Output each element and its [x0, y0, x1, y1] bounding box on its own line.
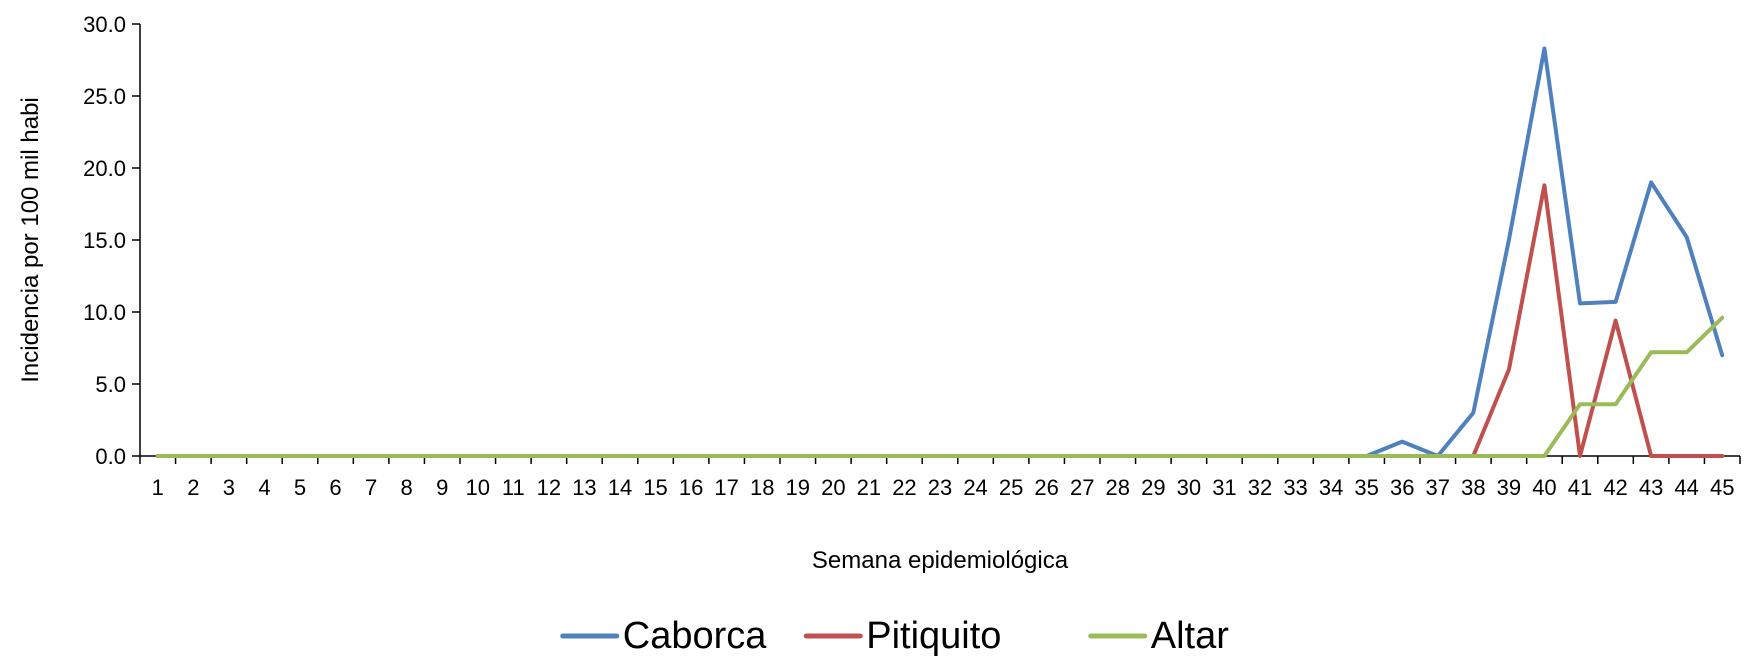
x-tick-label: 35 [1354, 475, 1378, 500]
x-tick-label: 45 [1710, 475, 1734, 500]
x-tick-label: 18 [750, 475, 774, 500]
x-tick-label: 6 [329, 475, 341, 500]
y-tick-label: 5.0 [95, 372, 126, 397]
x-tick-label: 33 [1283, 475, 1307, 500]
x-tick-label: 12 [537, 475, 561, 500]
x-tick-label: 24 [963, 475, 987, 500]
series-line-altar [155, 315, 1725, 458]
y-tick-label: 10.0 [83, 300, 126, 325]
x-tick-label: 4 [258, 475, 270, 500]
x-tick-label: 21 [857, 475, 881, 500]
legend-label: Pitiquito [866, 615, 1001, 657]
x-tick-label: 42 [1603, 475, 1627, 500]
x-tick-label: 10 [466, 475, 490, 500]
legend-item-pitiquito: Pitiquito [803, 615, 1001, 657]
x-tick-label: 11 [502, 475, 525, 500]
x-tick-label: 7 [365, 475, 377, 500]
legend-label: Altar [1151, 615, 1229, 657]
series-line-caborca [155, 46, 1725, 458]
x-tick-label: 20 [821, 475, 845, 500]
y-tick-label: 15.0 [83, 228, 126, 253]
y-tick-label: 0.0 [95, 444, 126, 469]
x-tick-label: 34 [1319, 475, 1343, 500]
x-tick-label: 39 [1497, 475, 1521, 500]
x-tick-label: 1 [152, 475, 164, 500]
x-tick-label: 40 [1532, 475, 1556, 500]
x-tick-label: 36 [1390, 475, 1414, 500]
x-tick-label: 30 [1177, 475, 1201, 500]
x-tick-label: 22 [892, 475, 916, 500]
x-tick-label: 25 [999, 475, 1023, 500]
x-tick-label: 43 [1639, 475, 1663, 500]
x-tick-label: 27 [1070, 475, 1094, 500]
x-tick-label: 44 [1674, 475, 1698, 500]
x-tick-label: 9 [436, 475, 448, 500]
x-tick-label: 15 [643, 475, 667, 500]
x-tick-label: 17 [714, 475, 738, 500]
chart-legend: Caborca Pitiquito Altar [560, 615, 1229, 657]
y-tick-label: 20.0 [83, 156, 126, 181]
legend-item-altar: Altar [1088, 615, 1229, 657]
x-tick-label: 28 [1106, 475, 1130, 500]
chart-axes: 0.05.010.015.020.025.030.01 2 3 4 5 6 7 8 9 10 11 1… [83, 12, 1741, 500]
x-tick-label: 5 [294, 475, 306, 500]
x-tick-label: 26 [1034, 475, 1058, 500]
x-tick-label: 32 [1248, 475, 1272, 500]
x-axis-title: Semana epidemiológica [812, 547, 1069, 574]
x-tick-label: 14 [608, 475, 632, 500]
y-axis-title: Incidencia por 100 mil habi [17, 97, 44, 383]
x-tick-label: 16 [679, 475, 703, 500]
x-tick-label: 31 [1212, 475, 1236, 500]
x-tick-label: 23 [928, 475, 952, 500]
x-tick-label: 38 [1461, 475, 1485, 500]
legend-item-caborca: Caborca [560, 615, 767, 657]
x-tick-label: 8 [401, 475, 413, 500]
chart-plot-area [155, 46, 1725, 458]
legend-label: Caborca [623, 615, 767, 657]
x-tick-label: 37 [1426, 475, 1450, 500]
x-tick-label: 41 [1568, 475, 1592, 500]
x-tick-label: 29 [1141, 475, 1165, 500]
y-tick-label: 25.0 [83, 84, 126, 109]
series-line-pitiquito [155, 183, 1725, 458]
x-tick-label: 3 [223, 475, 235, 500]
x-tick-label: 2 [187, 475, 199, 500]
x-tick-label: 13 [572, 475, 596, 500]
y-tick-label: 30.0 [83, 12, 126, 37]
x-tick-label: 19 [786, 475, 810, 500]
